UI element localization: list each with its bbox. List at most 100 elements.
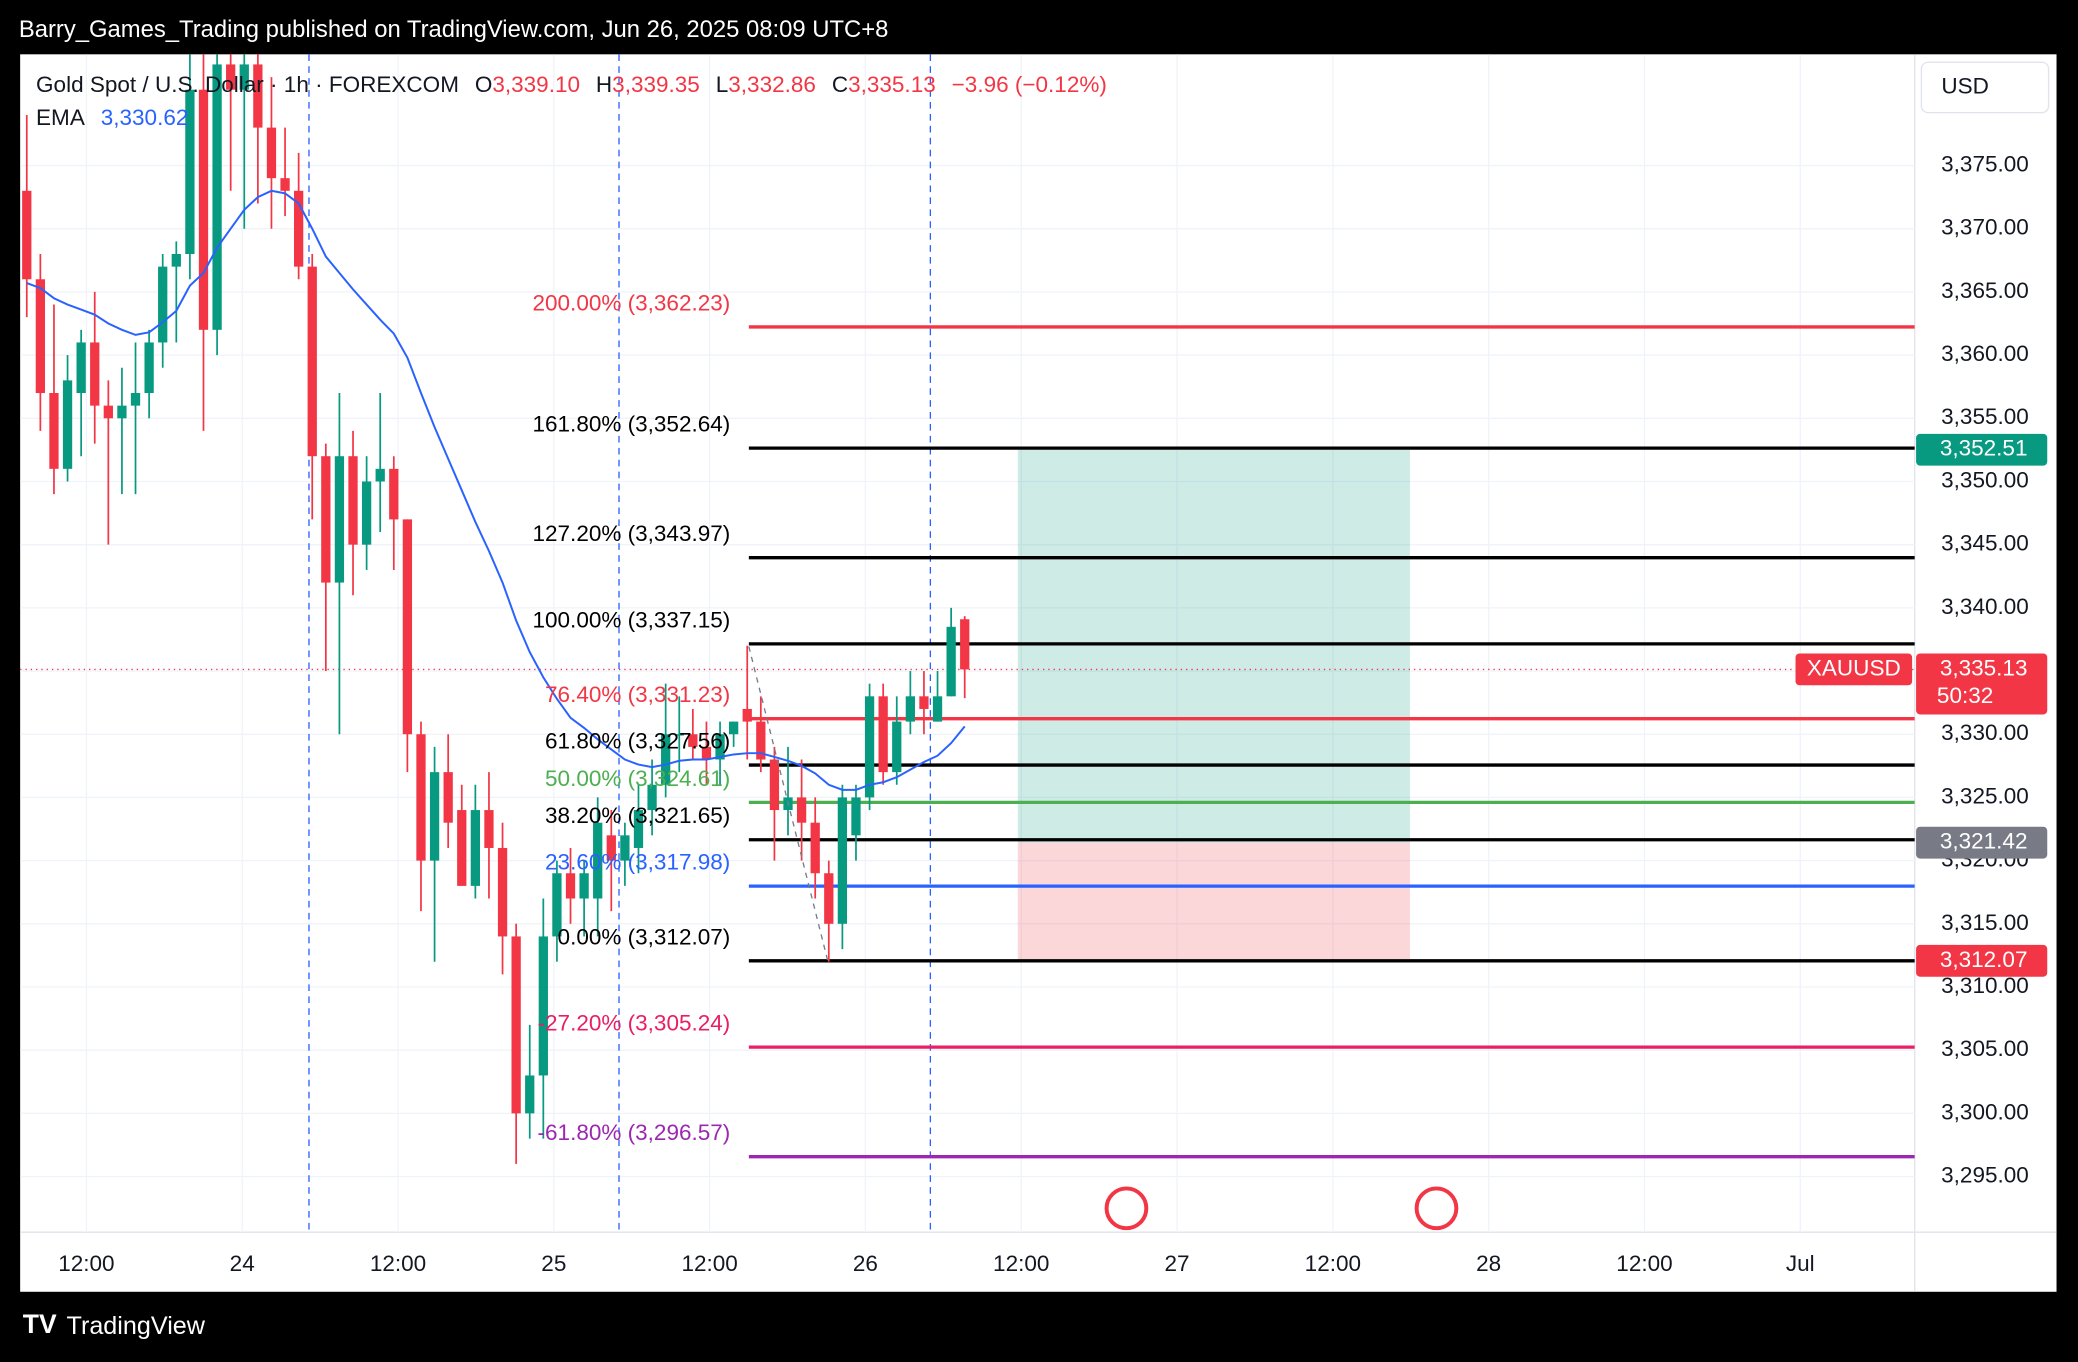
candle-body — [960, 619, 970, 670]
candle-body — [226, 64, 236, 90]
candle-body — [742, 708, 752, 722]
candle-body — [511, 936, 521, 1114]
candle-body — [103, 405, 113, 419]
target-zone — [1017, 449, 1410, 843]
y-tick-label: 3,300.00 — [1941, 1099, 2029, 1124]
price-tag-label: 3,352.51 — [1940, 436, 2028, 461]
y-tick-label: 3,340.00 — [1941, 594, 2029, 619]
change: −3.96 (−0.12%) — [952, 72, 1107, 97]
y-tick-label: 3,350.00 — [1941, 467, 2029, 492]
y-tick-label: 3,370.00 — [1941, 215, 2029, 240]
legend-line: Gold Spot / U.S. Dollar · 1h · FOREXCOM O… — [36, 72, 1107, 97]
candle-body — [579, 873, 589, 899]
x-tick-label: 28 — [1476, 1251, 1501, 1276]
ohlc-key: O — [475, 72, 493, 97]
candle-body — [552, 873, 562, 937]
currency-button[interactable] — [1920, 61, 2050, 114]
candle-body — [22, 190, 32, 280]
candle-body — [185, 89, 195, 254]
candle-body — [49, 393, 59, 469]
candle-body — [756, 721, 766, 760]
candle-body — [361, 481, 372, 545]
candle-body — [674, 734, 684, 736]
candle-body — [769, 759, 780, 811]
y-tick-label: 3,345.00 — [1941, 531, 2029, 556]
ohlc-value: 3,339.35 — [612, 72, 700, 97]
x-tick-label: 12:00 — [681, 1251, 737, 1276]
candle-body — [334, 456, 345, 583]
ema-line — [26, 189, 966, 791]
candle-body — [90, 342, 100, 406]
candle-body — [837, 797, 848, 924]
candle-body — [484, 810, 494, 848]
x-tick-label: 12:00 — [993, 1251, 1049, 1276]
fib-label: 100.00% (3,337.15) — [533, 607, 731, 632]
candle-body — [919, 696, 929, 709]
fib-label: 76.40% (3,331.23) — [545, 682, 730, 707]
last-price-label: 3,335.13 — [1940, 655, 2028, 680]
y-tick-label: 3,375.00 — [1941, 151, 2029, 176]
x-tick-label: 12:00 — [58, 1251, 114, 1276]
x-tick-label: 25 — [541, 1251, 566, 1276]
candle-body — [606, 835, 616, 861]
y-tick-label: 3,325.00 — [1941, 783, 2029, 808]
y-tick-label: 3,305.00 — [1941, 1036, 2029, 1061]
candle-body — [878, 696, 888, 773]
currency[interactable]: USD — [1941, 73, 1989, 98]
candle-body — [348, 456, 358, 545]
candle-body — [130, 393, 141, 406]
symbol-title: Gold Spot / U.S. Dollar · 1h · FOREXCOM — [36, 72, 459, 97]
candle-body — [307, 266, 317, 457]
y-tick-label: 3,330.00 — [1941, 720, 2029, 745]
fib-label: -61.80% (3,296.57) — [538, 1120, 731, 1145]
candle-body — [905, 696, 915, 722]
candle-body — [144, 342, 154, 394]
grid — [20, 54, 1915, 1233]
x-tick-label: Jul — [1786, 1251, 1815, 1276]
candle-body — [457, 810, 467, 886]
candle-body — [647, 784, 657, 811]
candle-body — [76, 342, 86, 394]
candle-body — [402, 519, 413, 735]
candle-body — [470, 810, 480, 886]
candle-body — [565, 873, 576, 899]
candle-body — [892, 721, 902, 773]
candle-body — [824, 873, 834, 924]
x-tick-label: 24 — [230, 1251, 255, 1276]
plot — [20, 54, 1915, 1164]
brand: TradingView — [67, 1312, 206, 1340]
candle-body — [389, 468, 399, 520]
event-icons — [1104, 1186, 1459, 1231]
candle-body — [198, 89, 209, 330]
price-tag-label: 3,321.42 — [1940, 829, 2028, 854]
fib-label: 200.00% (3,362.23) — [533, 290, 731, 315]
candle-body — [796, 797, 807, 823]
candle-body — [35, 279, 46, 394]
candle-body — [661, 734, 671, 785]
candle-body — [280, 178, 290, 191]
us-flag — [1104, 1186, 1149, 1231]
publisher: Barry_Games_Trading published on Trading… — [19, 16, 889, 43]
candle-body — [810, 822, 820, 874]
fib-label: -27.20% (3,305.24) — [538, 1011, 731, 1036]
ohlc-value: 3,339.10 — [492, 72, 580, 97]
ema-value: 3,330.62 — [101, 105, 189, 130]
y-tick-label: 3,315.00 — [1941, 910, 2029, 935]
ohlc-value: 3,335.13 — [848, 72, 936, 97]
logo-mark: TV — [23, 1309, 57, 1339]
candle-body — [620, 835, 630, 861]
ohlc-key: C — [832, 72, 848, 97]
ema-legend: EMA 3,330.62 — [36, 105, 188, 130]
candle-body — [416, 734, 426, 861]
candle-body — [688, 734, 698, 747]
candle-body — [701, 746, 712, 760]
fib-label: 23.60% (3,317.98) — [545, 850, 730, 875]
fib-label: 61.80% (3,327.56) — [545, 728, 730, 753]
y-tick-label: 3,360.00 — [1941, 341, 2029, 366]
price-tag-label: 3,312.07 — [1940, 947, 2028, 972]
candle-body — [375, 468, 385, 482]
countdown: 50:32 — [1937, 683, 1993, 708]
stop-zone — [1017, 842, 1410, 961]
candle-body — [946, 626, 956, 697]
